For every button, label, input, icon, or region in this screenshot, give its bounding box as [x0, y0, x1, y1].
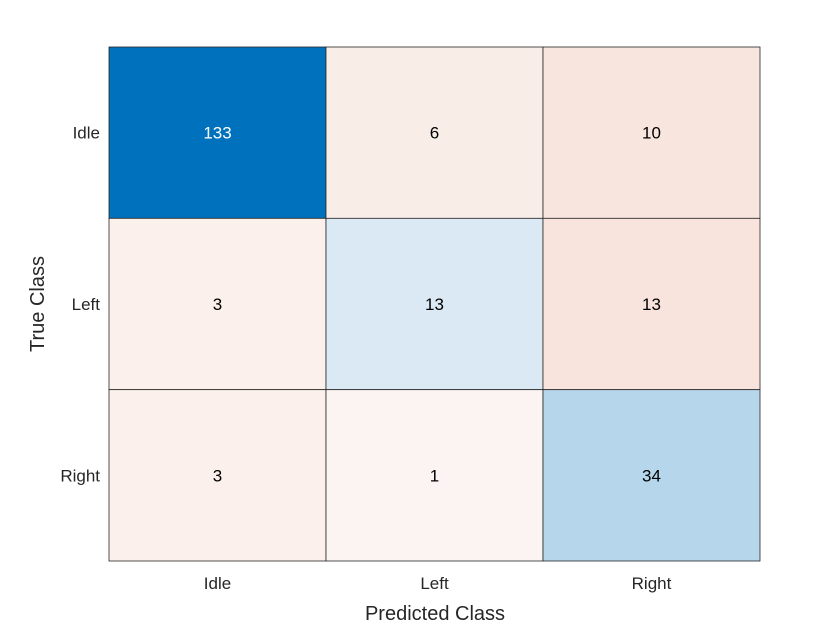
heatmap-cell-right-left	[325, 389, 544, 562]
cells-layer	[108, 46, 761, 562]
cell-value-left-idle: 3	[213, 295, 222, 314]
heatmap-cell-left-right	[542, 217, 761, 391]
cell-value-idle-right: 10	[642, 124, 661, 143]
heatmap-cell-idle-right	[542, 46, 761, 219]
heatmap-cell-right-right	[542, 389, 761, 562]
y-tick-label-right: Right	[60, 466, 100, 485]
heatmap-cell-idle-idle	[108, 46, 327, 219]
cell-value-right-right: 34	[642, 466, 661, 485]
y-axis-label: True Class	[27, 256, 49, 352]
cell-value-idle-left: 6	[430, 124, 439, 143]
cell-value-left-left: 13	[425, 295, 444, 314]
x-tick-label-right: Right	[632, 574, 672, 593]
y-tick-label-idle: Idle	[73, 124, 100, 143]
heatmap-cell-left-left	[325, 217, 544, 391]
heatmap-cell-right-idle	[108, 389, 327, 562]
cell-value-right-left: 1	[430, 466, 439, 485]
y-tick-label-left: Left	[72, 295, 101, 314]
heatmap-cell-idle-left	[325, 46, 544, 219]
x-axis-label: Predicted Class	[365, 603, 505, 625]
cell-value-right-idle: 3	[213, 466, 222, 485]
heatmap-cell-left-idle	[108, 217, 327, 391]
cell-value-left-right: 13	[642, 295, 661, 314]
cell-value-idle-idle: 133	[203, 124, 231, 143]
x-tick-label-idle: Idle	[204, 574, 231, 593]
x-tick-label-left: Left	[420, 574, 449, 593]
